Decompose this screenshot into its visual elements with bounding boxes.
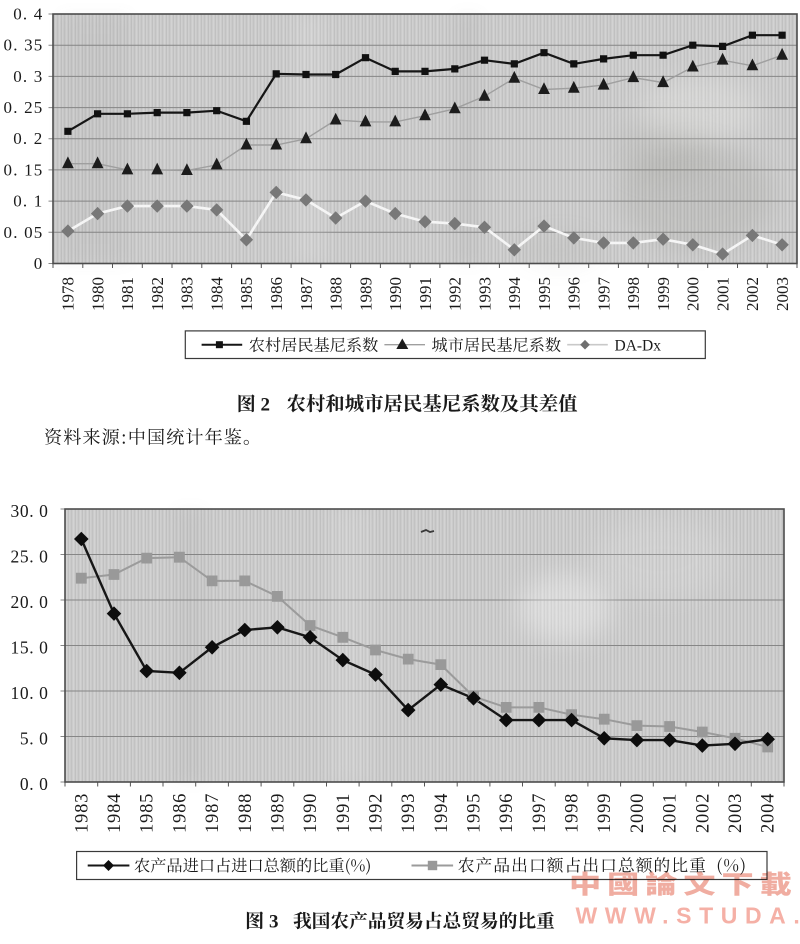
- svg-text:10. 0: 10. 0: [11, 683, 49, 703]
- svg-text:1995: 1995: [465, 793, 485, 833]
- svg-text:1978: 1978: [59, 277, 78, 311]
- svg-text:2003: 2003: [726, 793, 746, 833]
- svg-text:1985: 1985: [237, 277, 256, 311]
- svg-text:1986: 1986: [170, 793, 190, 833]
- svg-text:0. 4: 0. 4: [13, 5, 43, 24]
- svg-text:1983: 1983: [178, 277, 197, 311]
- svg-text:2002: 2002: [743, 277, 762, 311]
- svg-text:1998: 1998: [624, 277, 643, 311]
- svg-text:2001: 2001: [661, 793, 681, 833]
- svg-text:1990: 1990: [386, 277, 405, 311]
- svg-text:1997: 1997: [594, 277, 613, 312]
- svg-text:3: 3: [269, 912, 279, 933]
- svg-text:2000: 2000: [628, 793, 648, 833]
- svg-text:1992: 1992: [367, 793, 387, 833]
- svg-text:2002: 2002: [693, 793, 713, 833]
- svg-text:DA-Dx: DA-Dx: [615, 337, 662, 354]
- svg-text:25. 0: 25. 0: [11, 547, 49, 567]
- svg-text:2000: 2000: [684, 277, 703, 311]
- svg-text:1988: 1988: [327, 277, 346, 311]
- svg-text:1994: 1994: [432, 793, 452, 833]
- svg-text:WWW.STUDA.: WWW.STUDA.: [576, 903, 800, 929]
- svg-text:1996: 1996: [497, 793, 517, 833]
- svg-text:1989: 1989: [268, 793, 288, 833]
- svg-text:1992: 1992: [446, 277, 465, 311]
- svg-text:20. 0: 20. 0: [11, 592, 49, 612]
- svg-text:1999: 1999: [595, 793, 615, 833]
- svg-text:0. 35: 0. 35: [4, 36, 44, 55]
- svg-text:1987: 1987: [203, 793, 223, 833]
- svg-text:1993: 1993: [475, 277, 494, 311]
- svg-text:1996: 1996: [565, 277, 584, 311]
- svg-text:1998: 1998: [563, 793, 583, 833]
- svg-text:1995: 1995: [535, 277, 554, 311]
- svg-text:1993: 1993: [399, 793, 419, 833]
- svg-text:1982: 1982: [148, 277, 167, 311]
- svg-text:5. 0: 5. 0: [20, 729, 49, 749]
- svg-text:1984: 1984: [208, 277, 227, 312]
- svg-text:1991: 1991: [334, 793, 354, 833]
- svg-text:1983: 1983: [72, 793, 92, 833]
- svg-text:0. 1: 0. 1: [13, 192, 43, 211]
- svg-text:1997: 1997: [530, 793, 550, 833]
- svg-text:2004: 2004: [759, 793, 779, 833]
- svg-text:0. 15: 0. 15: [4, 160, 44, 179]
- svg-text:2: 2: [261, 395, 271, 416]
- svg-text:1987: 1987: [297, 277, 316, 312]
- svg-text:0. 3: 0. 3: [13, 67, 43, 86]
- svg-text:1980: 1980: [88, 277, 107, 311]
- svg-text:30. 0: 30. 0: [11, 501, 49, 521]
- svg-text:1988: 1988: [236, 793, 256, 833]
- svg-text:0. 2: 0. 2: [13, 129, 43, 148]
- svg-text:1981: 1981: [118, 277, 137, 311]
- svg-text:0. 05: 0. 05: [4, 223, 44, 242]
- svg-text:1989: 1989: [356, 277, 375, 311]
- svg-text:15. 0: 15. 0: [11, 638, 49, 658]
- svg-text:1994: 1994: [505, 277, 524, 312]
- svg-text:0: 0: [34, 254, 44, 273]
- svg-text:1999: 1999: [654, 277, 673, 311]
- svg-text:1990: 1990: [301, 793, 321, 833]
- svg-text:2001: 2001: [713, 277, 732, 311]
- svg-text:1984: 1984: [105, 793, 125, 833]
- svg-text:0. 0: 0. 0: [20, 774, 49, 794]
- svg-text:1986: 1986: [267, 277, 286, 311]
- svg-text:0. 25: 0. 25: [4, 98, 44, 117]
- svg-text:1985: 1985: [138, 793, 158, 833]
- svg-text:2003: 2003: [773, 277, 792, 311]
- svg-text:1991: 1991: [416, 277, 435, 311]
